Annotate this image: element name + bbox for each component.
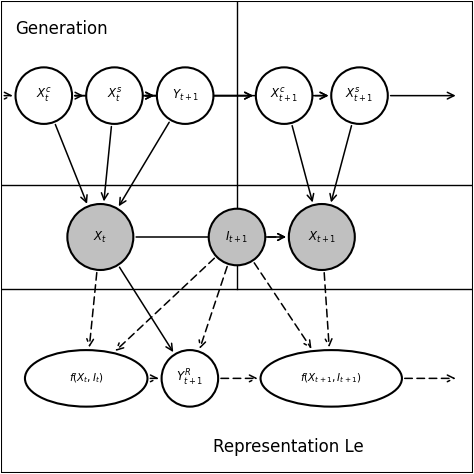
Circle shape (157, 67, 213, 124)
Text: $X_t^c$: $X_t^c$ (36, 87, 52, 104)
Text: $I_{t+1}$: $I_{t+1}$ (225, 229, 249, 245)
Text: $X_{t+1}$: $X_{t+1}$ (308, 229, 336, 245)
Text: Representation Le: Representation Le (213, 438, 364, 456)
Text: $X_{t+1}^c$: $X_{t+1}^c$ (270, 87, 298, 104)
Text: $Y_{t+1}$: $Y_{t+1}$ (172, 88, 199, 103)
Text: $X_{t+1}^s$: $X_{t+1}^s$ (346, 87, 374, 104)
Circle shape (289, 204, 355, 270)
Text: $X_t$: $X_t$ (93, 229, 108, 245)
Ellipse shape (261, 350, 402, 407)
Text: $X_t^s$: $X_t^s$ (107, 87, 122, 104)
Text: $f(X_{t+1}, I_{t+1})$: $f(X_{t+1}, I_{t+1})$ (301, 372, 362, 385)
Circle shape (331, 67, 388, 124)
Circle shape (256, 67, 312, 124)
Circle shape (209, 209, 265, 265)
Text: Generation: Generation (16, 20, 108, 38)
Text: $Y_{t+1}^R$: $Y_{t+1}^R$ (176, 368, 203, 388)
Circle shape (16, 67, 72, 124)
Circle shape (162, 350, 218, 407)
Ellipse shape (25, 350, 147, 407)
Circle shape (67, 204, 133, 270)
Text: $f(X_t, I_t)$: $f(X_t, I_t)$ (69, 372, 103, 385)
Circle shape (86, 67, 143, 124)
